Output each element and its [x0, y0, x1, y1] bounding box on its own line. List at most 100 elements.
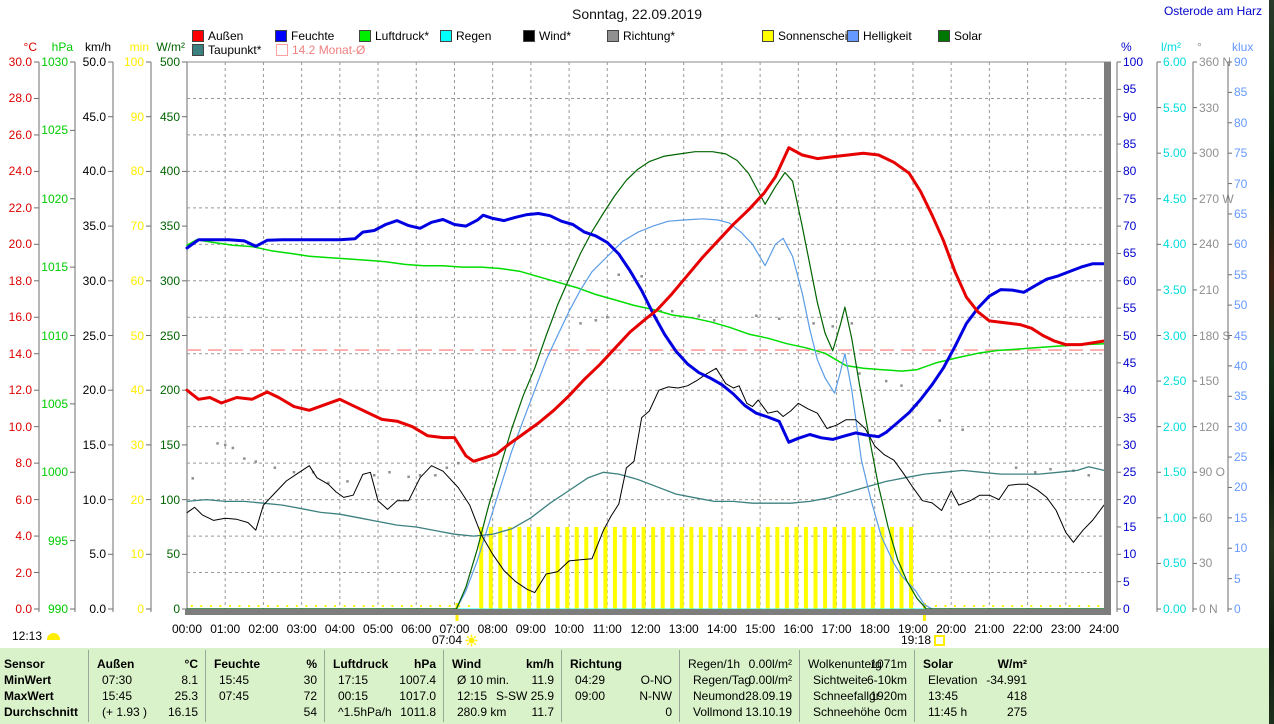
- axis-tick-label-%: 40: [1123, 383, 1137, 398]
- table-cell-value: 0cm: [884, 705, 907, 719]
- axis-tick-label-km/h: 25.0: [82, 328, 106, 343]
- axis-tick-label-°C: 8.0: [15, 456, 32, 471]
- legend-swatch: [440, 30, 452, 42]
- axis-tick-label-l/m²: 6.00: [1163, 55, 1187, 69]
- sunshine-zero-dot: [973, 605, 976, 607]
- x-axis-label: 19:00: [897, 622, 928, 636]
- table-cell-label: Neumond: [693, 689, 746, 703]
- x-axis-label: 20:00: [936, 622, 967, 636]
- axis-tick-label-hPa: 1030: [41, 55, 68, 69]
- legend-swatch: [275, 30, 287, 42]
- richtung-dot: [617, 273, 621, 276]
- legend-item-7: Sonnenschein: [762, 29, 855, 43]
- axis-tick-label-W/m²: 50: [166, 547, 180, 562]
- series-solar: [186, 151, 1105, 610]
- axis-tick-label-°: 270 W: [1199, 191, 1234, 206]
- axis-tick-label-klux: 70: [1234, 176, 1248, 191]
- table-cell-label: 07:30: [102, 673, 133, 687]
- table-separator: [561, 650, 562, 722]
- axis-tick-label-°: 150: [1199, 374, 1220, 389]
- table-cell-value: 13.10.19: [745, 705, 792, 719]
- axis-tick-label-km/h: 30.0: [82, 273, 106, 288]
- axis-tick-label-l/m²: 5.00: [1163, 146, 1187, 161]
- richtung-dot: [254, 460, 258, 463]
- table-col-unit: hPa: [413, 657, 436, 671]
- table-col-header: Richtung: [570, 657, 622, 671]
- richtung-dot: [243, 457, 246, 460]
- axis-tick-label-°: 120: [1199, 419, 1220, 434]
- axis-tick-label-klux: 35: [1234, 389, 1248, 404]
- axis-tick-label-klux: 15: [1234, 510, 1248, 525]
- sunshine-zero-dot: [1030, 605, 1033, 607]
- sunshine-zero-dot: [953, 605, 956, 607]
- sunset-time: 19:18: [901, 633, 932, 647]
- table-cell-label: Schneehöhe: [813, 705, 881, 719]
- x-axis-label: 22:00: [1012, 622, 1043, 636]
- axis-tick-label-min: 90: [130, 109, 144, 124]
- legend-swatch: [762, 30, 774, 42]
- richtung-dot: [755, 314, 758, 317]
- sunshine-bar: [612, 526, 617, 609]
- axis-tick-label-klux: 30: [1234, 419, 1248, 434]
- richtung-dot: [713, 319, 716, 322]
- table-cell-value: 16.15: [167, 705, 198, 719]
- x-axis-label: 17:00: [821, 622, 852, 636]
- sunrise-annotation: 07:04: [432, 633, 478, 647]
- table-cell-label: Ø 10 min.: [457, 673, 510, 687]
- sunset-icon: [934, 634, 946, 646]
- table-col-header: Wolkenunterg: [808, 657, 882, 671]
- x-axis-label: 01:00: [210, 622, 241, 636]
- axis-tick-label-min: 0: [137, 602, 144, 616]
- table-col-unit: 1071m: [870, 657, 907, 671]
- sunshine-zero-dot: [1020, 605, 1023, 607]
- axis-tick-label-km/h: 45.0: [82, 109, 106, 124]
- x-axis-label: 03:00: [286, 622, 317, 636]
- axis-tick-label-%: 75: [1123, 191, 1137, 206]
- legend-label: Sonnenschein: [778, 29, 855, 43]
- table-cell-value: -34.991: [986, 673, 1027, 687]
- axis-tick-label-°: 180 S: [1199, 328, 1231, 343]
- axis-tick-label-°C: 2.0: [15, 565, 32, 580]
- axis-tick-label-°: 60: [1199, 510, 1213, 525]
- sunshine-bar: [698, 526, 703, 609]
- axis-tick-label-°C: 16.0: [8, 310, 32, 325]
- sunshine-zero-dot: [1087, 605, 1090, 607]
- axis-tick-label-%: 70: [1123, 219, 1137, 234]
- legend-swatch: [523, 30, 535, 42]
- table-cell-label: Regen/Tag: [693, 673, 752, 687]
- axis-tick-label-°C: 20.0: [8, 237, 32, 252]
- legend-swatch: [847, 30, 859, 42]
- axis-tick-label-°C: 0.0: [15, 602, 32, 616]
- richtung-dot: [388, 471, 391, 474]
- axis-tick-label-hPa: 1015: [41, 260, 68, 275]
- series-feuchte: [185, 212, 1106, 444]
- axis-tick-label-l/m²: 4.00: [1163, 237, 1187, 252]
- sunshine-zero-dot: [228, 605, 231, 607]
- axis-tick-label-l/m²: 0.00: [1163, 602, 1187, 616]
- sunshine-zero-dot: [314, 605, 317, 607]
- sunshine-bar: [546, 526, 551, 609]
- sunshine-zero-dot: [1011, 605, 1014, 607]
- sunshine-zero-dot: [362, 605, 365, 607]
- axis-tick-label-°: 330: [1199, 100, 1220, 115]
- x-axis-label: 12:00: [630, 622, 661, 636]
- series-helligkeit: [186, 218, 1105, 610]
- station-location: Osterode am Harz: [1163, 4, 1262, 18]
- axis-header-klux: klux: [1232, 40, 1254, 54]
- table-cell-value: 1017.0: [399, 689, 436, 703]
- axis-tick-label-min: 10: [130, 547, 144, 562]
- richtung-dot: [1014, 466, 1018, 469]
- table-cell-value: 418: [1006, 689, 1027, 703]
- axis-header-l/m²: l/m²: [1161, 40, 1181, 54]
- table-cell-value: 11.9: [531, 673, 554, 687]
- axis-tick-label-km/h: 15.0: [82, 437, 106, 452]
- sunshine-bar: [870, 526, 875, 609]
- table-row-label: MaxWert: [4, 689, 54, 703]
- axis-tick-label-min: 50: [130, 328, 144, 343]
- axis-header-km/h: km/h: [84, 40, 111, 54]
- moonrise-annotation: 12:13: [12, 629, 61, 643]
- table-cell-value: S-SW 25.9: [495, 689, 554, 703]
- table-cell-value: 1920m: [870, 689, 907, 703]
- table-col-header: Luftdruck: [333, 657, 389, 671]
- axis-tick-label-%: 85: [1123, 137, 1137, 152]
